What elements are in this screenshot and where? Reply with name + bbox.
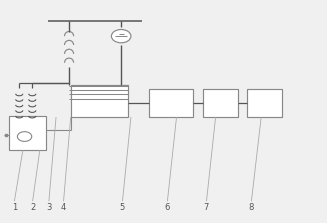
Text: 4: 4 <box>61 203 66 212</box>
Text: 5: 5 <box>120 203 125 212</box>
Text: 3: 3 <box>46 203 52 212</box>
Bar <box>202 89 238 117</box>
Text: 2: 2 <box>30 203 35 212</box>
Bar <box>9 116 46 150</box>
Circle shape <box>112 29 131 43</box>
Bar <box>71 85 128 117</box>
Text: 1: 1 <box>12 203 17 212</box>
Text: 8: 8 <box>249 203 254 212</box>
Bar <box>149 89 193 117</box>
Text: 6: 6 <box>165 203 170 212</box>
Text: 7: 7 <box>204 203 209 212</box>
Bar <box>247 89 282 117</box>
Circle shape <box>17 132 32 141</box>
